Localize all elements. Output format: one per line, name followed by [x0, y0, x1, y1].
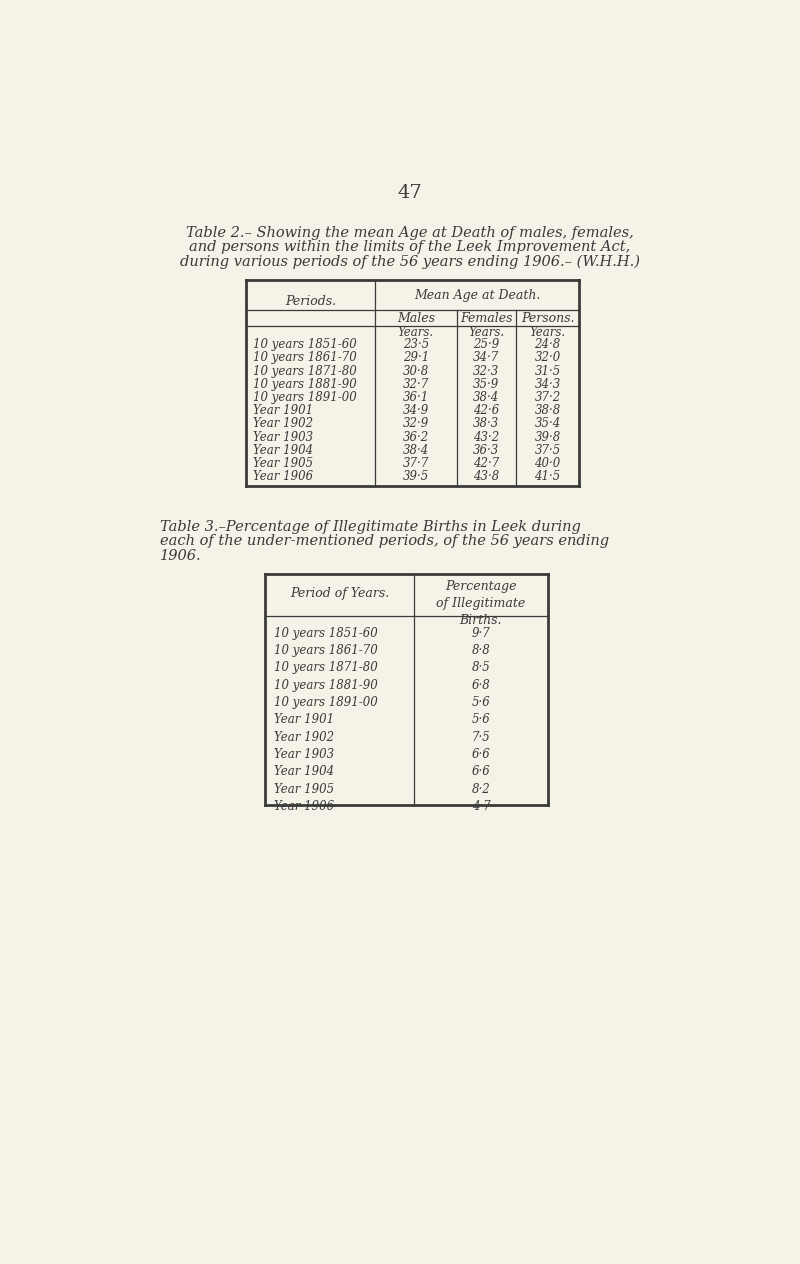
Text: 35·9: 35·9	[474, 378, 499, 391]
Text: 10 years 1891-00: 10 years 1891-00	[274, 696, 378, 709]
Text: 31·5: 31·5	[534, 364, 561, 378]
Text: 47: 47	[398, 185, 422, 202]
Text: 10 years 1891-00: 10 years 1891-00	[254, 391, 358, 404]
Text: Years.: Years.	[530, 326, 566, 340]
Text: 43·8: 43·8	[474, 470, 499, 483]
Text: 41·5: 41·5	[534, 470, 561, 483]
Text: Period of Years.: Period of Years.	[290, 588, 389, 600]
Text: Females: Females	[460, 312, 513, 325]
Text: Year 1902: Year 1902	[254, 417, 314, 431]
Text: 37·7: 37·7	[402, 458, 429, 470]
Text: 40·0: 40·0	[534, 458, 561, 470]
Text: 36·1: 36·1	[402, 391, 429, 404]
Text: Persons.: Persons.	[521, 312, 574, 325]
Text: Periods.: Periods.	[285, 295, 336, 308]
Text: 39·8: 39·8	[534, 431, 561, 444]
Text: 32·7: 32·7	[402, 378, 429, 391]
Text: 6·8: 6·8	[471, 679, 490, 691]
Text: Year 1905: Year 1905	[254, 458, 314, 470]
Text: Year 1902: Year 1902	[274, 731, 334, 743]
Text: 10 years 1861-70: 10 years 1861-70	[254, 351, 358, 364]
Text: 10 years 1851-60: 10 years 1851-60	[254, 337, 358, 351]
Text: Year 1906: Year 1906	[254, 470, 314, 483]
Text: Table 2.– Showing the mean Age at Death of males, females,: Table 2.– Showing the mean Age at Death …	[186, 225, 634, 240]
Text: 38·4: 38·4	[474, 391, 499, 404]
Text: Percentage
of Illegitimate
Births.: Percentage of Illegitimate Births.	[436, 580, 526, 627]
Text: 10 years 1871-80: 10 years 1871-80	[254, 364, 358, 378]
Text: 6·6: 6·6	[471, 748, 490, 761]
Text: Years.: Years.	[398, 326, 434, 340]
Text: 38·3: 38·3	[474, 417, 499, 431]
Text: 5·6: 5·6	[471, 713, 490, 727]
Text: and persons within the limits of the Leek Improvement Act,: and persons within the limits of the Lee…	[190, 240, 630, 254]
Text: 42·7: 42·7	[474, 458, 499, 470]
Text: 8·2: 8·2	[471, 782, 490, 796]
Text: Year 1904: Year 1904	[254, 444, 314, 458]
Text: 4·7: 4·7	[471, 800, 490, 813]
Text: 38·8: 38·8	[534, 404, 561, 417]
Text: 39·5: 39·5	[402, 470, 429, 483]
Text: during various periods of the 56 years ending 1906.– (W.H.H.): during various periods of the 56 years e…	[180, 255, 640, 269]
Text: Years.: Years.	[468, 326, 505, 340]
Text: 34·7: 34·7	[474, 351, 499, 364]
Text: 10 years 1881-90: 10 years 1881-90	[274, 679, 378, 691]
Text: 37·5: 37·5	[534, 444, 561, 458]
Text: 10 years 1871-80: 10 years 1871-80	[274, 661, 378, 675]
Text: 36·3: 36·3	[474, 444, 499, 458]
Text: Year 1906: Year 1906	[274, 800, 334, 813]
Text: 29·1: 29·1	[402, 351, 429, 364]
Text: Year 1904: Year 1904	[274, 766, 334, 779]
Text: 43·2: 43·2	[474, 431, 499, 444]
Text: 8·8: 8·8	[471, 645, 490, 657]
Text: 23·5: 23·5	[402, 337, 429, 351]
Text: 42·6: 42·6	[474, 404, 499, 417]
Text: 6·6: 6·6	[471, 766, 490, 779]
Text: each of the under-mentioned periods, of the 56 years ending: each of the under-mentioned periods, of …	[161, 535, 610, 549]
Text: 5·6: 5·6	[471, 696, 490, 709]
Text: 32·9: 32·9	[402, 417, 429, 431]
Text: Year 1901: Year 1901	[274, 713, 334, 727]
Text: 7·5: 7·5	[471, 731, 490, 743]
Text: 35·4: 35·4	[534, 417, 561, 431]
Text: 8·5: 8·5	[471, 661, 490, 675]
Text: 10 years 1861-70: 10 years 1861-70	[274, 645, 378, 657]
Text: Mean Age at Death.: Mean Age at Death.	[414, 288, 540, 302]
Text: Year 1903: Year 1903	[274, 748, 334, 761]
Text: 9·7: 9·7	[471, 627, 490, 640]
Text: 32·0: 32·0	[534, 351, 561, 364]
Text: 38·4: 38·4	[402, 444, 429, 458]
Text: Year 1903: Year 1903	[254, 431, 314, 444]
Text: Year 1905: Year 1905	[274, 782, 334, 796]
Text: 34·3: 34·3	[534, 378, 561, 391]
Text: 34·9: 34·9	[402, 404, 429, 417]
Text: 37·2: 37·2	[534, 391, 561, 404]
Text: Males: Males	[397, 312, 435, 325]
Text: 25·9: 25·9	[474, 337, 499, 351]
Text: 32·3: 32·3	[474, 364, 499, 378]
Text: 30·8: 30·8	[402, 364, 429, 378]
Text: 10 years 1881-90: 10 years 1881-90	[254, 378, 358, 391]
Text: Table 3.–Percentage of Illegitimate Births in Leek during: Table 3.–Percentage of Illegitimate Birt…	[161, 520, 582, 533]
Text: 24·8: 24·8	[534, 337, 561, 351]
Text: Year 1901: Year 1901	[254, 404, 314, 417]
Text: 36·2: 36·2	[402, 431, 429, 444]
Text: 1906.: 1906.	[161, 549, 202, 562]
Text: 10 years 1851-60: 10 years 1851-60	[274, 627, 378, 640]
